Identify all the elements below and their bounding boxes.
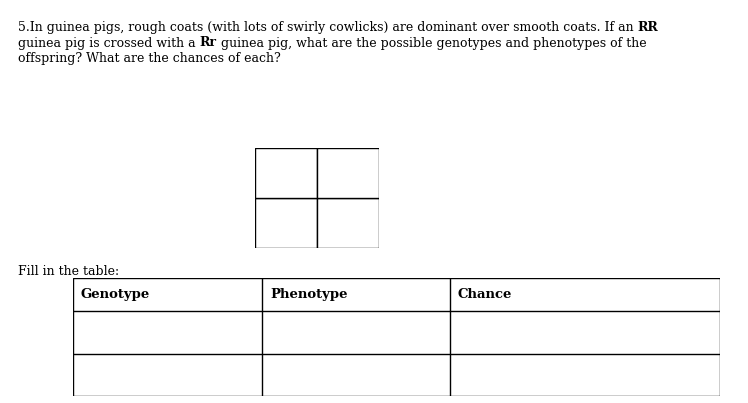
Text: Rr: Rr [200,37,217,50]
Text: guinea pig is crossed with a: guinea pig is crossed with a [18,37,200,50]
Text: Genotype: Genotype [81,288,150,301]
Bar [317,148,379,198]
Text: guinea pig, what are the possible genotypes and phenotypes of the: guinea pig, what are the possible genoty… [217,37,646,50]
Text: Fill in the table:: Fill in the table: [18,265,119,278]
Text: offspring? What are the chances of each?: offspring? What are the chances of each? [18,52,280,65]
Text: 5.In guinea pigs, rough coats (with lots of swirly cowlicks) are dominant over s: 5.In guinea pigs, rough coats (with lots… [18,21,637,34]
Text: RR: RR [637,21,658,34]
Bar [255,198,317,248]
Bar [317,198,379,248]
Text: Chance: Chance [458,288,512,301]
Text: Phenotype: Phenotype [270,288,348,301]
Bar [255,148,317,198]
